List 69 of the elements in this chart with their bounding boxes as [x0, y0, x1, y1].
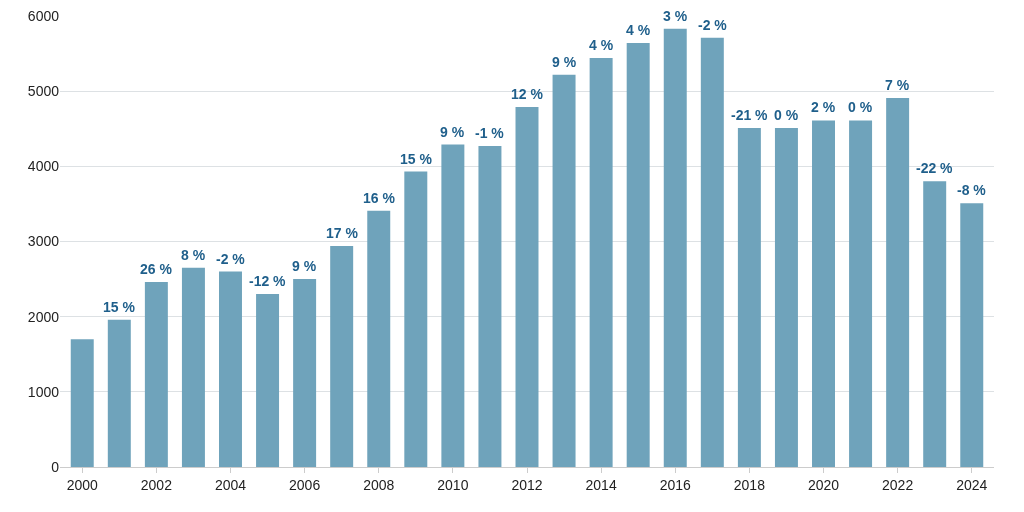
annotation: 15 %: [400, 151, 433, 167]
bar: [626, 43, 650, 467]
x-tick-label: 2014: [585, 476, 617, 493]
bar: [700, 37, 724, 467]
bar: [441, 144, 465, 467]
x-tick-label: 2012: [511, 476, 543, 493]
bar: [849, 120, 873, 467]
annotation: 4 %: [626, 22, 651, 38]
x-tick-label: 2020: [807, 476, 840, 493]
x-tick-label: 2002: [140, 476, 173, 493]
annotation: -8 %: [957, 182, 987, 198]
bar: [737, 128, 761, 467]
bar: [663, 28, 687, 467]
annotation: 12 %: [511, 86, 544, 102]
bar: [144, 282, 168, 467]
annotation: 17 %: [326, 225, 359, 241]
annotation: 3 %: [663, 8, 688, 24]
bar: [886, 97, 910, 467]
x-tick-label: 2024: [956, 476, 988, 493]
bar: [330, 246, 354, 467]
annotation: 4 %: [589, 37, 614, 53]
bar: [812, 120, 835, 467]
x-tick-label: 2000: [66, 476, 99, 493]
bar: [589, 58, 613, 467]
bar: [515, 106, 539, 467]
annotation: 7 %: [885, 77, 910, 93]
y-tick-label: 5000: [27, 83, 60, 100]
y-tick-label: 3000: [27, 233, 60, 250]
bar: [293, 279, 317, 467]
annotation: -2 %: [216, 251, 246, 267]
x-tick-label: 2010: [437, 476, 469, 493]
x-tick-label: 2006: [289, 476, 321, 493]
y-tick-label: 1000: [27, 383, 60, 400]
x-tick-label: 2018: [733, 476, 766, 493]
annotation: 9 %: [440, 124, 465, 140]
annotation: 26 %: [140, 261, 173, 277]
annotation: 0 %: [848, 99, 873, 115]
bar: [923, 181, 947, 467]
annotation: -12 %: [249, 273, 287, 289]
bar: [219, 271, 242, 467]
annotation: 15 %: [103, 299, 136, 315]
bar: [774, 128, 798, 467]
bar: [70, 339, 94, 467]
x-tick-label: 2004: [214, 476, 247, 493]
y-tick-label: 4000: [27, 158, 60, 175]
annotation: -22 %: [916, 160, 954, 176]
y-tick-label: 0: [51, 458, 60, 475]
annotation: 9 %: [552, 54, 577, 70]
x-tick-label: 2016: [659, 476, 692, 493]
annotation: 2 %: [811, 99, 836, 115]
annotation: 0 %: [774, 107, 799, 123]
annotation: -2 %: [698, 17, 728, 33]
y-tick-label: 2000: [27, 308, 60, 325]
annotation: 16 %: [363, 190, 396, 206]
annotation: -21 %: [731, 107, 769, 123]
bar: [367, 210, 391, 467]
x-tick-label: 2008: [363, 476, 395, 493]
y-tick-label: 6000: [27, 7, 60, 24]
x-tick-label: 2022: [882, 476, 914, 493]
bar: [107, 319, 131, 467]
bar: [960, 203, 984, 467]
bar: [256, 294, 280, 467]
bar: [404, 171, 428, 467]
bar: [552, 74, 576, 467]
annotation: -1 %: [475, 125, 505, 141]
annotation: 8 %: [181, 247, 206, 263]
annotation: 9 %: [292, 258, 317, 274]
bar: [181, 267, 205, 467]
bar: [478, 146, 502, 467]
